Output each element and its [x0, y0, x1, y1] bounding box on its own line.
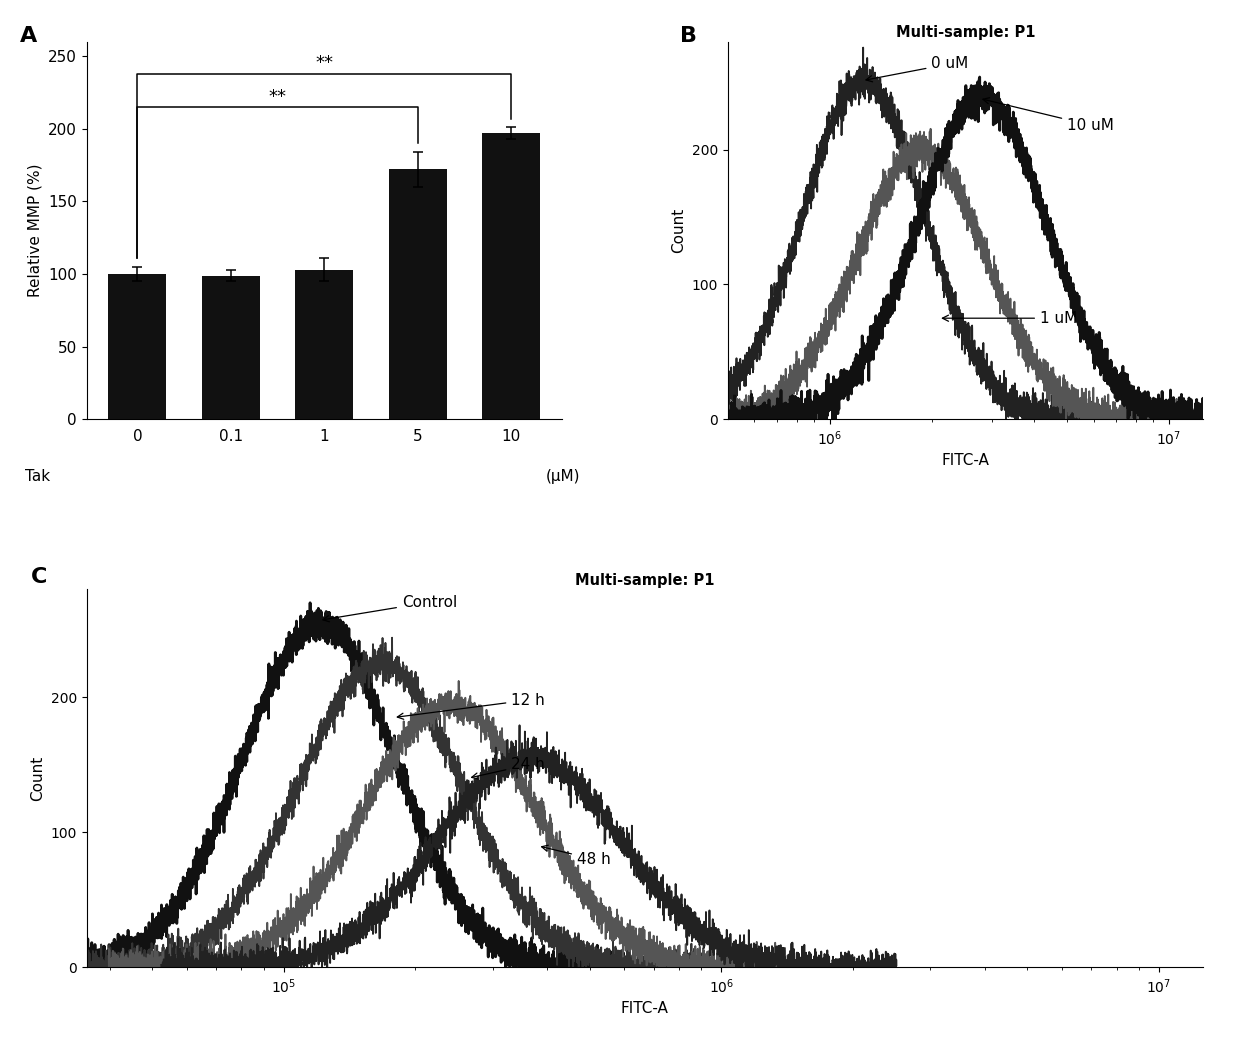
Text: 0 uM: 0 uM — [866, 56, 968, 82]
Text: 12 h: 12 h — [397, 693, 546, 720]
Title: Multi-sample: P1: Multi-sample: P1 — [895, 25, 1035, 41]
Title: Multi-sample: P1: Multi-sample: P1 — [575, 573, 714, 589]
Y-axis label: Relative MMP (%): Relative MMP (%) — [27, 163, 42, 297]
Text: Tak: Tak — [25, 468, 50, 484]
Text: 10 uM: 10 uM — [983, 98, 1114, 133]
Text: (μM): (μM) — [546, 468, 580, 484]
Text: 48 h: 48 h — [542, 846, 611, 866]
Text: **: ** — [315, 54, 334, 72]
Bar — [108, 275, 166, 419]
X-axis label: FITC-A: FITC-A — [621, 1002, 668, 1016]
Text: B: B — [681, 26, 697, 47]
Text: C: C — [31, 567, 47, 587]
Bar — [482, 133, 541, 419]
Bar — [295, 269, 353, 419]
Y-axis label: Count: Count — [671, 208, 686, 253]
Y-axis label: Count: Count — [30, 756, 45, 801]
Bar — [388, 170, 446, 419]
Text: A: A — [20, 26, 37, 47]
X-axis label: FITC-A: FITC-A — [941, 453, 990, 468]
Bar — [202, 276, 259, 419]
Text: 24 h: 24 h — [471, 757, 546, 779]
Text: Control: Control — [322, 595, 458, 622]
Text: **: ** — [269, 87, 286, 105]
Text: 1 uM: 1 uM — [942, 311, 1078, 326]
